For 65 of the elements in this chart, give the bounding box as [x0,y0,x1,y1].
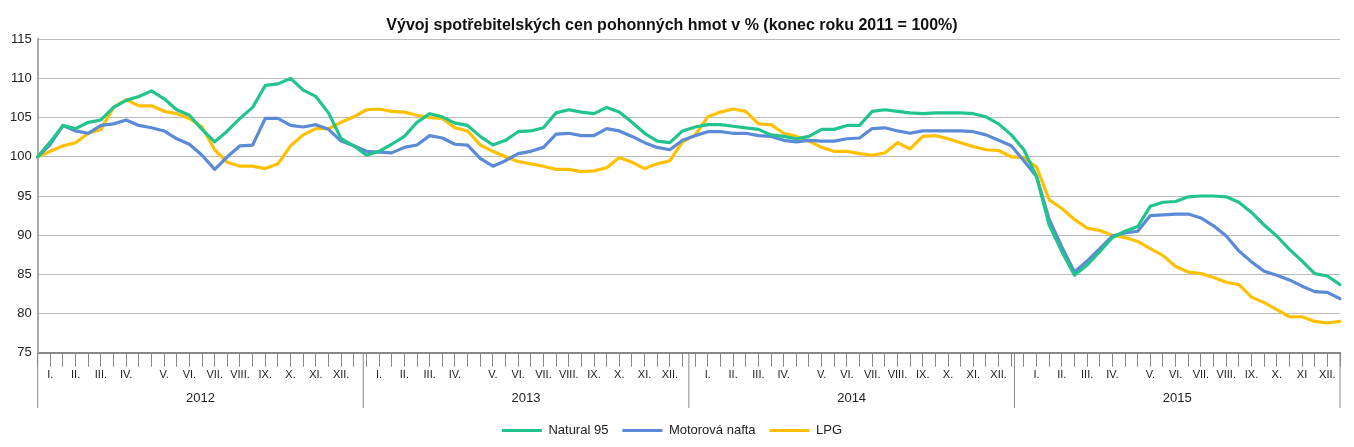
x-tick-label: XI [1296,368,1308,381]
x-tick-label: XII. [990,368,1007,381]
x-tick-label: VII. [206,368,223,381]
x-tick-label: VIII. [230,368,250,381]
x-tick-label: II. [1057,368,1067,381]
x-tick-label: XII. [1319,368,1336,381]
x-tick-label: X. [1271,368,1282,381]
x-tick-label: V. [816,368,827,381]
y-tick-label: 110 [10,69,32,85]
x-tick-label: II. [71,368,81,381]
x-tick-label: II. [728,368,738,381]
x-tick-label: IX. [916,368,930,381]
x-tick-label: IV. [119,368,133,381]
y-tick-label: 95 [17,187,32,203]
y-tick-label: 105 [9,109,32,125]
x-tick-label: I. [47,368,54,381]
x-tick-label: X. [942,368,954,381]
x-tick-label: III. [1081,368,1094,381]
x-tick-label: V. [159,368,169,381]
x-tick-label: IV. [1106,368,1119,381]
x-tick-label: I. [376,368,383,381]
y-tick-label: 85 [17,265,32,281]
text: 2015 [1162,389,1192,405]
x-tick-label: XII. [661,368,679,381]
x-tick-label: VIII. [558,368,579,381]
x-tick-label: V. [488,368,498,381]
x-tick-label: I. [704,368,711,381]
x-tick-label: VI. [1168,368,1183,381]
legend-label: Motorová nafta [668,422,757,438]
x-tick-label: VI. [182,368,197,381]
x-tick-label: III. [94,368,108,381]
x-tick-label: IV. [448,368,462,381]
x-tick-label: VII. [863,368,881,381]
x-tick-label: V. [1145,368,1156,381]
x-tick-label: III. [752,368,765,381]
x-tick-label: VII. [1192,368,1210,381]
y-tick-label: 100 [9,148,32,164]
y-tick-label: 115 [10,30,32,46]
x-tick-label: VIII. [1216,368,1236,381]
chart-title: Vývoj spotřebitelských cen pohonných hmot v % (konec roku 2011 = 100%) [386,16,958,34]
legend-label: Natural 95 [548,422,609,438]
text: 2012 [186,389,215,405]
y-tick-label: 80 [17,305,32,321]
y-tick-label: 75 [17,344,32,360]
x-tick-label: VI. [840,368,854,381]
x-tick-label: IX. [1244,368,1259,381]
x-tick-label: IX. [258,368,272,381]
x-tick-label: IV. [777,368,790,381]
y-tick-label: 90 [17,226,32,242]
x-tick-label: XI. [966,368,981,381]
x-tick-label: VII. [535,368,552,381]
legend-label: LPG [816,422,843,438]
x-tick-label: III. [423,368,436,381]
x-tick-label: X. [285,368,296,381]
x-tick-label: XI. [637,368,652,381]
x-tick-label: IX. [587,368,601,381]
x-tick-label: XII. [332,368,350,381]
x-tick-label: X. [614,368,625,381]
text: 2014 [837,389,867,405]
x-tick-label: XI. [309,368,323,381]
x-tick-label: I. [1033,368,1040,381]
x-tick-label: VI. [511,368,525,381]
x-tick-label: II. [399,368,409,381]
x-tick-label: VIII. [887,368,908,381]
text: 2013 [511,389,541,405]
